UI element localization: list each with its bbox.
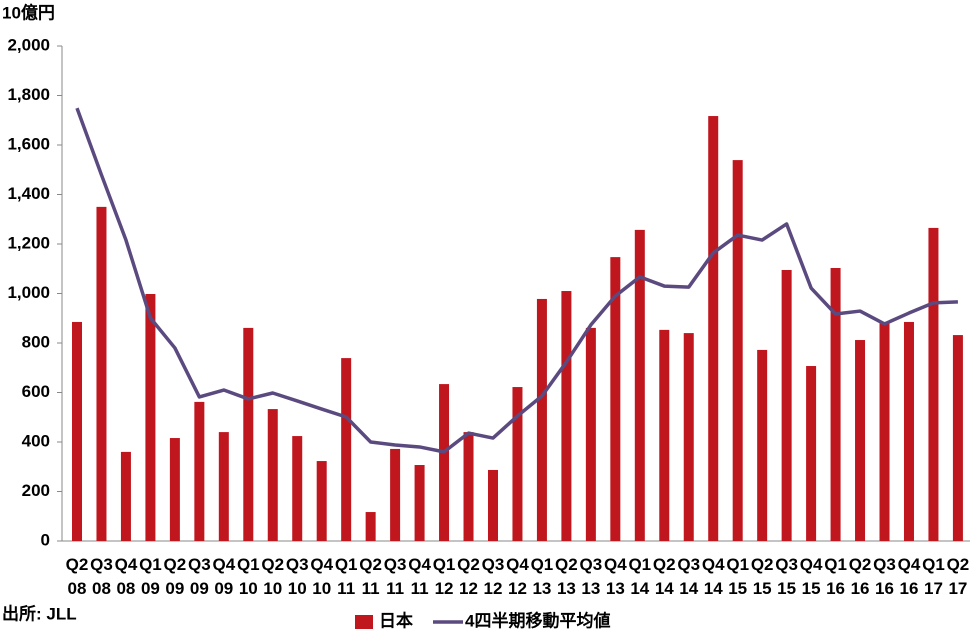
legend-label: 日本 <box>379 610 413 630</box>
source-note: 出所: JLL <box>2 603 77 623</box>
x-tick-label: Q1 13 <box>531 555 554 598</box>
x-tick-label: Q3 14 <box>677 555 700 598</box>
x-tick-label: Q2 12 <box>457 555 480 598</box>
x-tick-label: Q4 12 <box>506 555 529 598</box>
x-tick-label: Q4 09 <box>212 555 235 598</box>
bar <box>194 401 205 541</box>
bar <box>536 298 547 541</box>
x-tick-label: Q2 14 <box>653 555 676 598</box>
bar <box>830 268 841 541</box>
x-tick-label: Q3 09 <box>188 555 211 598</box>
bar <box>928 227 939 541</box>
y-tick-label: 800 <box>22 332 50 351</box>
x-tick-label: Q2 11 <box>359 555 382 598</box>
y-tick-label: 1,400 <box>7 184 50 203</box>
bar <box>439 384 450 541</box>
x-tick-label: Q3 10 <box>286 555 309 598</box>
bar <box>781 269 792 541</box>
bar <box>390 448 401 541</box>
bar <box>145 293 156 541</box>
bar <box>561 291 572 541</box>
x-tick-label: Q4 11 <box>408 555 431 598</box>
x-tick-label: Q1 15 <box>726 555 749 598</box>
x-tick-label: Q4 15 <box>800 555 823 598</box>
bar <box>169 438 180 541</box>
x-tick-label: Q4 14 <box>702 555 725 598</box>
bar <box>341 358 352 541</box>
x-tick-label: Q1 11 <box>335 555 358 598</box>
x-tick-label: Q2 09 <box>164 555 187 598</box>
x-tick-label: Q2 13 <box>555 555 578 598</box>
bar <box>634 229 645 541</box>
x-tick-label: Q1 14 <box>628 555 651 598</box>
bar <box>365 512 376 541</box>
y-tick-label: 600 <box>22 382 50 401</box>
bar <box>96 206 107 541</box>
y-tick-label: 1,600 <box>7 134 50 153</box>
y-tick-label: 1,200 <box>7 233 50 252</box>
x-tick-label: Q2 16 <box>849 555 872 598</box>
bar <box>316 461 327 541</box>
bar <box>120 451 131 541</box>
bar <box>708 116 719 541</box>
bar <box>243 327 254 541</box>
x-tick-label: Q4 10 <box>310 555 333 598</box>
y-tick-label: 1,000 <box>7 283 50 302</box>
legend-label: 4四半期移動平均値 <box>465 610 610 630</box>
bar <box>487 469 498 541</box>
bar <box>806 366 817 541</box>
bar <box>732 160 743 541</box>
y-axis-unit: 10億円 <box>2 2 55 22</box>
x-tick-label: Q1 12 <box>433 555 456 598</box>
x-tick-label: Q3 12 <box>482 555 505 598</box>
x-tick-label: Q2 15 <box>751 555 774 598</box>
line-series <box>75 107 958 454</box>
x-tick-label: Q3 16 <box>873 555 896 598</box>
bar <box>267 409 278 541</box>
y-tick-label: 200 <box>22 481 50 500</box>
bar <box>903 321 914 541</box>
bar <box>414 465 425 541</box>
x-tick-label: Q3 15 <box>775 555 798 598</box>
bar <box>72 321 82 541</box>
bar <box>757 349 768 541</box>
y-tick-label: 400 <box>22 431 50 450</box>
x-tick-label: Q4 16 <box>898 555 921 598</box>
bar <box>218 432 229 541</box>
bar <box>855 340 866 541</box>
y-tick-label: 2,000 <box>7 35 50 54</box>
x-tick-label: Q3 13 <box>580 555 603 598</box>
x-tick-label: Q4 13 <box>604 555 627 598</box>
x-tick-label: Q1 16 <box>824 555 847 598</box>
x-tick-label: Q1 09 <box>139 555 162 598</box>
x-tick-label: Q3 11 <box>384 555 407 598</box>
x-tick-label: Q2 17 <box>947 555 970 598</box>
bar <box>610 257 621 541</box>
legend-swatch <box>355 615 373 629</box>
bar <box>585 327 596 541</box>
bar <box>512 387 523 541</box>
x-tick-label: Q4 08 <box>115 555 138 598</box>
x-tick-label: Q1 10 <box>237 555 260 598</box>
y-tick-label: 1,800 <box>7 85 50 104</box>
x-tick-label: Q1 17 <box>922 555 945 598</box>
bar <box>879 321 890 541</box>
bar <box>683 333 694 541</box>
bar <box>952 335 963 541</box>
bar <box>292 436 303 541</box>
x-tick-label: Q2 10 <box>261 555 284 598</box>
bar <box>659 329 670 541</box>
y-tick-label: 0 <box>41 530 50 549</box>
x-tick-label: Q2 08 <box>66 555 89 598</box>
x-tick-label: Q3 08 <box>90 555 113 598</box>
bar <box>463 432 474 541</box>
